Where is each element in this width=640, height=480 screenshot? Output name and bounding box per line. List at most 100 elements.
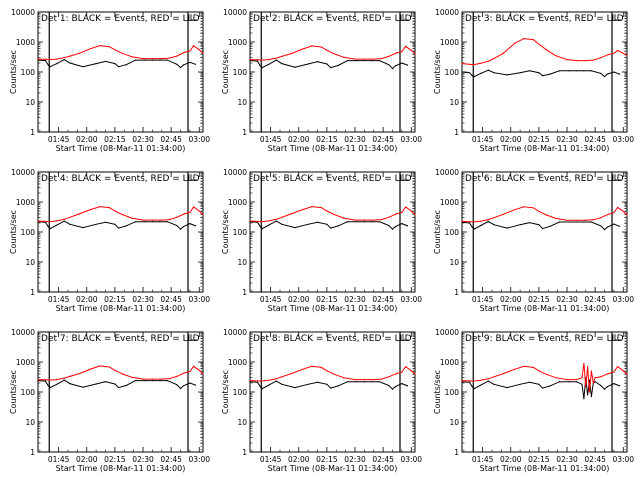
data-point-lld <box>275 378 277 380</box>
data-point-lld <box>183 51 185 54</box>
data-point-events <box>95 223 97 225</box>
data-point-lld <box>585 60 587 62</box>
data-point-lld <box>121 373 123 375</box>
data-point-lld <box>189 371 191 373</box>
data-point-events <box>506 227 508 229</box>
data-point-events <box>558 221 561 223</box>
data-point-lld <box>326 210 328 212</box>
data-point-lld <box>99 45 101 47</box>
x-tick-label: 02:15 <box>104 455 126 464</box>
data-point-lld <box>622 52 624 54</box>
x-tick-label: 02:30 <box>556 295 578 304</box>
x-tick-label: 01:45 <box>472 455 494 464</box>
det-panel-8: Det 8: BLACK = Events, RED = LLD 1 10 100 10… <box>221 328 422 473</box>
data-point-lld <box>607 213 609 215</box>
data-point-lld <box>320 366 322 368</box>
data-point-events <box>69 62 71 64</box>
data-point-lld <box>56 379 58 381</box>
data-point-lld <box>48 59 50 61</box>
data-point-lld <box>555 217 557 219</box>
data-point-lld <box>523 206 525 208</box>
data-point-events <box>337 385 339 387</box>
data-point-lld <box>198 49 200 51</box>
data-point-lld <box>622 210 624 212</box>
data-point-events <box>388 64 390 66</box>
data-point-lld <box>69 216 71 218</box>
y-tick-label: 1000 <box>228 198 247 207</box>
data-point-events <box>468 222 471 224</box>
data-point-lld <box>99 206 101 208</box>
data-point-events <box>316 381 319 383</box>
y-tick-label: 1 <box>30 128 35 137</box>
data-point-events <box>125 225 127 227</box>
data-point-lld <box>198 369 200 371</box>
bracket-mark <box>190 14 197 21</box>
data-point-lld <box>63 218 65 220</box>
data-point-lld <box>202 373 204 375</box>
y-tick-label: 1 <box>454 128 459 137</box>
data-point-lld <box>617 366 619 368</box>
data-point-events <box>63 379 65 381</box>
data-point-lld <box>583 362 585 364</box>
data-point-lld <box>363 219 365 221</box>
data-point-lld <box>281 216 283 218</box>
data-point-events <box>182 64 184 66</box>
x-tick-label: 03:00 <box>188 135 210 144</box>
y-tick-label: 10000 <box>11 328 35 337</box>
data-point-lld <box>468 380 471 382</box>
data-point-events <box>461 71 463 73</box>
data-point-lld <box>268 379 270 381</box>
y-tick-label: 10000 <box>223 8 247 17</box>
data-point-lld <box>607 54 609 56</box>
data-point-events <box>256 60 259 62</box>
data-point-events <box>249 60 251 62</box>
x-tick-label: 02:00 <box>288 135 310 144</box>
data-point-lld <box>37 58 39 60</box>
data-point-lld <box>566 219 568 221</box>
data-point-events <box>588 379 591 381</box>
data-point-events <box>480 384 482 386</box>
data-point-events <box>506 387 508 389</box>
data-point-lld <box>617 49 619 52</box>
data-point-events <box>346 381 349 383</box>
data-point-lld <box>56 58 58 60</box>
data-point-lld <box>581 377 583 379</box>
data-point-lld <box>202 52 204 54</box>
data-point-events <box>249 381 251 383</box>
x-tick-label: 02:15 <box>316 135 338 144</box>
data-point-lld <box>44 379 47 381</box>
data-point-lld <box>168 57 170 59</box>
data-point-events <box>49 387 51 389</box>
data-point-events <box>37 380 39 382</box>
data-point-lld <box>532 207 534 209</box>
data-point-events <box>468 72 471 74</box>
y-tick-label: 10 <box>237 258 247 267</box>
data-point-events <box>69 383 71 385</box>
data-point-lld <box>114 369 116 371</box>
data-point-lld <box>48 221 50 223</box>
data-point-events <box>600 384 602 387</box>
data-point-events <box>104 381 107 383</box>
data-point-lld <box>405 366 407 368</box>
panel-title: Det 8: BLACK = Events, RED = LLD <box>253 334 412 344</box>
data-point-events <box>104 221 107 223</box>
data-point-lld <box>414 53 416 55</box>
det-panel-4: Det 4: BLACK = Events, RED = LLD 1 10 100 10… <box>9 168 210 313</box>
data-point-lld <box>513 368 516 370</box>
y-tick-label: 100 <box>21 388 36 397</box>
data-point-events <box>473 228 475 230</box>
panel-title: Det 7: BLACK = Events, RED = LLD <box>41 334 200 344</box>
data-point-lld <box>168 219 170 221</box>
y-tick-label: 10 <box>237 98 247 107</box>
data-point-lld <box>281 376 283 378</box>
data-point-lld <box>78 213 80 215</box>
data-point-events <box>44 60 47 62</box>
data-point-events <box>189 382 191 384</box>
data-point-lld <box>142 58 144 60</box>
data-point-events <box>618 225 621 227</box>
data-point-events <box>49 66 51 68</box>
x-tick-label: 01:45 <box>48 455 70 464</box>
x-tick-label: 01:45 <box>260 135 282 144</box>
data-point-events <box>194 225 197 227</box>
data-point-lld <box>343 56 345 58</box>
